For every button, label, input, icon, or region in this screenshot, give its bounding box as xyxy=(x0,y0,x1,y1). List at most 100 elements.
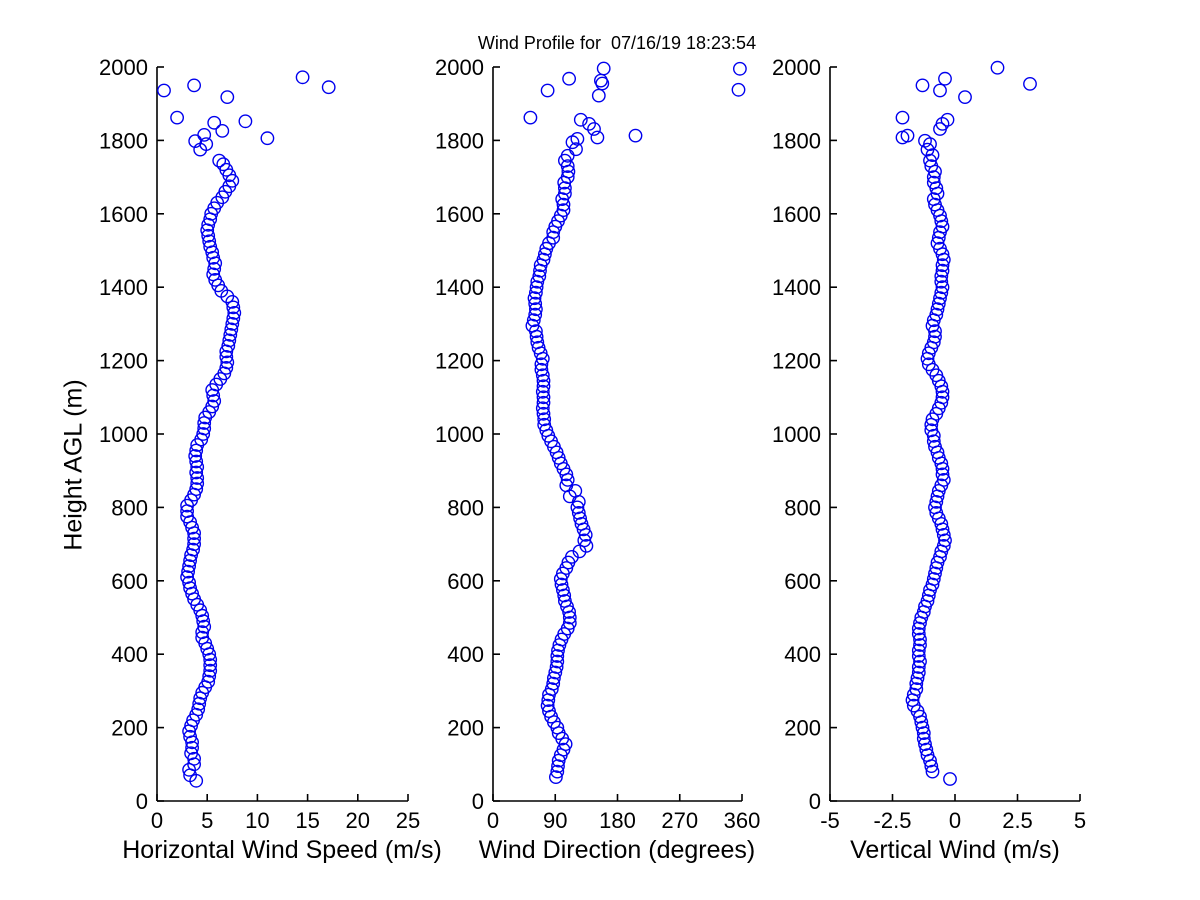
data-point-marker xyxy=(203,663,218,678)
data-point-marker xyxy=(929,494,944,509)
data-point-marker xyxy=(548,665,563,680)
data-point-marker xyxy=(915,78,930,93)
data-point-marker xyxy=(990,60,1005,75)
data-point-marker xyxy=(186,542,201,557)
data-point-marker xyxy=(558,153,572,168)
data-point-marker xyxy=(536,390,551,405)
data-point-marker xyxy=(183,729,198,744)
data-point-marker xyxy=(321,80,336,95)
data-point-marker xyxy=(536,379,551,394)
y-tick-label: 1400 xyxy=(99,275,148,300)
data-point-marker xyxy=(157,83,171,98)
data-point-marker xyxy=(544,682,559,696)
data-point-marker xyxy=(189,454,204,469)
data-point-marker xyxy=(197,619,212,634)
y-tick-label: 0 xyxy=(472,789,484,814)
data-point-marker xyxy=(931,296,946,311)
data-point-marker xyxy=(184,746,199,761)
y-tick-label: 1000 xyxy=(99,422,148,447)
subplot-1: 0 90 180 270 360 0 200 400 600 800 1000 1200 1400 160… xyxy=(435,55,760,833)
data-point-marker xyxy=(596,61,611,76)
data-point-marker xyxy=(557,588,572,603)
data-point-marker xyxy=(928,197,942,212)
data-point-marker xyxy=(197,127,212,142)
data-point-marker xyxy=(926,434,941,449)
y-tick-label: 1600 xyxy=(99,202,148,227)
data-point-marker xyxy=(540,83,555,98)
data-point-marker xyxy=(205,399,220,414)
data-point-marker xyxy=(529,302,543,317)
data-point-marker xyxy=(202,234,217,249)
data-point-marker xyxy=(195,625,210,640)
data-point-marker xyxy=(936,539,951,553)
data-point-marker xyxy=(935,390,950,405)
data-point-marker xyxy=(913,654,927,669)
x-axis-label-horizontal-wind-speed: Horizontal Wind Speed (m/s) xyxy=(122,836,442,864)
x-axis-label-wind-direction: Wind Direction (degrees) xyxy=(478,836,756,864)
data-point-marker xyxy=(925,577,940,592)
data-point-marker xyxy=(549,660,564,674)
data-point-marker xyxy=(940,112,955,127)
data-point-marker xyxy=(170,110,185,125)
x-axis-label-vertical-wind: Vertical Wind (m/s) xyxy=(850,836,1060,864)
data-point-marker xyxy=(924,423,939,438)
data-point-marker xyxy=(191,702,206,717)
data-point-marker xyxy=(933,291,947,306)
data-point-marker xyxy=(535,384,550,399)
data-point-marker xyxy=(203,658,218,673)
data-point-marker xyxy=(546,676,561,691)
data-point-marker xyxy=(535,368,550,383)
data-point-marker xyxy=(227,305,242,320)
data-point-marker xyxy=(546,230,561,245)
subplot-0: 0 5 10 15 20 25 0 200 400 600 800 1000 1200 1400 1600 1… xyxy=(99,55,420,833)
data-point-marker xyxy=(187,537,202,551)
data-point-marker xyxy=(930,236,945,251)
data-point-marker xyxy=(223,327,238,342)
data-point-marker xyxy=(556,203,571,218)
data-point-marker xyxy=(1023,77,1037,91)
data-point-marker xyxy=(577,533,592,548)
data-point-marker xyxy=(911,660,926,674)
y-tick-label: 200 xyxy=(447,716,484,741)
data-point-marker xyxy=(215,123,230,138)
data-point-marker xyxy=(220,355,235,370)
data-point-marker xyxy=(559,478,574,493)
data-point-marker xyxy=(185,520,200,535)
data-point-marker xyxy=(569,142,583,157)
y-axis-label: Height AGL (m) xyxy=(59,379,88,551)
data-point-marker xyxy=(911,621,926,636)
data-point-marker xyxy=(582,117,596,131)
data-point-marker xyxy=(195,630,210,645)
data-point-marker xyxy=(925,764,940,779)
data-point-marker xyxy=(909,682,924,696)
data-point-marker xyxy=(913,638,927,652)
data-point-marker xyxy=(189,443,204,458)
data-point-marker xyxy=(910,671,925,685)
y-tick-label: 1800 xyxy=(99,128,148,153)
data-point-marker xyxy=(193,691,208,706)
data-point-marker xyxy=(200,641,215,656)
x-tick-label: 5 xyxy=(201,808,213,833)
data-point-marker xyxy=(529,285,543,300)
data-point-marker xyxy=(528,296,543,311)
x-tick-label: 10 xyxy=(245,808,269,833)
data-point-marker xyxy=(185,740,200,755)
y-tick-label: 1000 xyxy=(772,422,821,447)
data-point-marker xyxy=(733,61,747,76)
y-tick-label: 1000 xyxy=(435,422,484,447)
data-point-marker xyxy=(189,482,204,496)
data-point-marker xyxy=(926,335,941,350)
data-point-marker xyxy=(928,439,942,454)
data-point-marker xyxy=(934,269,949,284)
data-point-marker xyxy=(208,272,223,287)
data-point-marker xyxy=(534,362,549,377)
data-point-marker xyxy=(911,665,926,680)
data-point-marker xyxy=(556,583,570,597)
data-point-marker xyxy=(921,357,936,372)
data-point-marker xyxy=(558,186,572,201)
data-point-marker xyxy=(225,316,240,331)
data-point-marker xyxy=(936,472,951,487)
data-point-marker xyxy=(190,476,205,491)
y-tick-label: 2000 xyxy=(99,55,148,80)
data-point-marker xyxy=(219,360,234,375)
